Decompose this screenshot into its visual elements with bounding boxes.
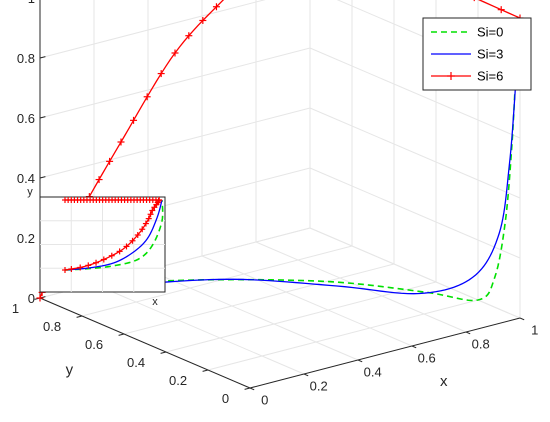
x-tick-label: 0.8 bbox=[472, 336, 490, 351]
y-tick-label: 0.8 bbox=[43, 319, 61, 334]
inset-x-label: x bbox=[152, 296, 158, 308]
back-grid-z bbox=[39, 107, 311, 179]
floor-grid-y bbox=[207, 299, 479, 371]
side-grid-z bbox=[309, 107, 521, 199]
floor-grid-y bbox=[123, 263, 395, 335]
x-tick-label: 0 bbox=[261, 392, 268, 407]
z-tick-label: 0.2 bbox=[17, 231, 35, 246]
inset-series-2-line bbox=[64, 199, 163, 271]
y-tick bbox=[202, 369, 209, 372]
x-tick bbox=[303, 373, 309, 377]
z-tick-label: 1 bbox=[28, 0, 35, 6]
y-axis-line bbox=[39, 297, 251, 389]
legend: Si=0 Si=3 Si=6 bbox=[422, 17, 532, 91]
floor-grid-x bbox=[255, 241, 467, 333]
legend-label-3: Si=6 bbox=[477, 69, 503, 84]
inset-series-1-line bbox=[64, 199, 164, 271]
y-tick bbox=[118, 333, 125, 336]
x-tick-label: 0.6 bbox=[418, 350, 436, 365]
z-tick-label: 0.4 bbox=[17, 171, 35, 186]
x-tick bbox=[357, 359, 363, 363]
z-tick bbox=[39, 116, 46, 119]
z-tick-label: 0 bbox=[28, 291, 35, 306]
y-tick bbox=[244, 387, 251, 390]
legend-label-2: Si=3 bbox=[477, 47, 503, 62]
y-tick bbox=[76, 315, 83, 318]
side-grid-z bbox=[309, 167, 521, 259]
back-grid-z bbox=[39, 47, 311, 119]
inset-y-label: y bbox=[27, 186, 33, 198]
back-grid-z bbox=[39, 0, 266, 59]
y-tick-label: 0.6 bbox=[85, 337, 103, 352]
x-tick bbox=[411, 345, 417, 349]
side-grid-z bbox=[309, 47, 521, 139]
floor-grid-y bbox=[81, 245, 353, 317]
x-axis-label: x bbox=[440, 373, 448, 390]
z-tick-label: 0.6 bbox=[17, 111, 35, 126]
floor-grid-x bbox=[201, 255, 413, 347]
z-tick bbox=[39, 56, 46, 59]
floor-grid-x bbox=[147, 269, 359, 361]
x-tick-label: 1 bbox=[531, 322, 538, 337]
side-grid-z bbox=[476, 0, 521, 19]
series-2-line bbox=[69, 17, 521, 295]
y-tick bbox=[160, 351, 167, 354]
y-tick-label: 0 bbox=[222, 391, 229, 406]
floor-grid-y bbox=[165, 281, 437, 353]
y-tick-label: 0.2 bbox=[169, 373, 187, 388]
x-tick bbox=[249, 387, 255, 391]
x-tick bbox=[519, 317, 525, 321]
z-tick-label: 0.8 bbox=[17, 51, 35, 66]
x-axis-line bbox=[249, 317, 521, 389]
legend-label-1: Si=0 bbox=[477, 25, 503, 40]
tick-labels: 00.20.40.60.8100.20.40.60.8100.20.40.60.… bbox=[12, 0, 538, 407]
floor-grid-x bbox=[309, 227, 521, 319]
inset-plot: xy bbox=[27, 186, 166, 308]
y-tick-label: 0.4 bbox=[127, 355, 145, 370]
x-tick bbox=[465, 331, 471, 335]
x-tick-label: 0.4 bbox=[364, 364, 382, 379]
y-tick-label: 1 bbox=[12, 301, 19, 316]
y-axis-label: y bbox=[66, 362, 74, 379]
floor-grid-x bbox=[93, 283, 305, 375]
z-tick bbox=[39, 176, 46, 179]
x-tick-label: 0.2 bbox=[310, 378, 328, 393]
